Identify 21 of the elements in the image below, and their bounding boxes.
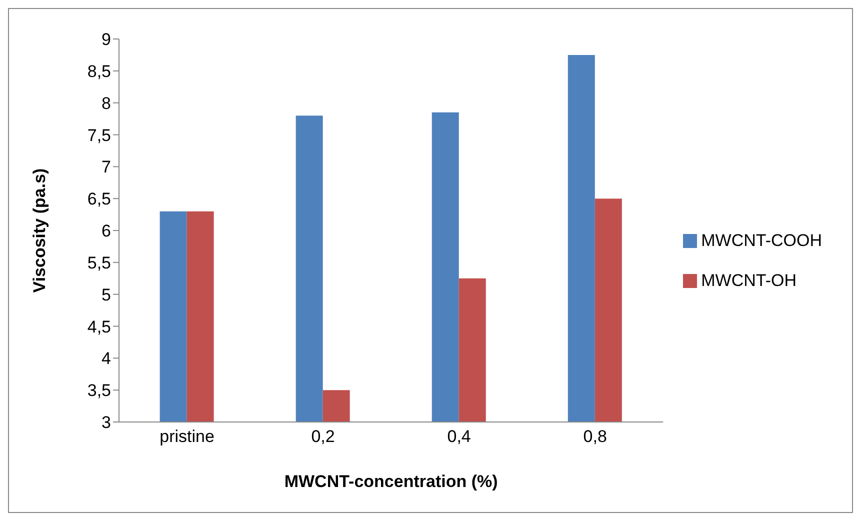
x-tick-label: 0,2: [311, 427, 335, 446]
y-tick-label: 4: [102, 349, 111, 368]
y-tick-label: 3,5: [87, 381, 111, 400]
y-tick-label: 4,5: [87, 317, 111, 336]
y-tick-label: 7,5: [87, 126, 111, 145]
y-tick-label: 3: [102, 413, 111, 432]
x-tick-label: pristine: [160, 427, 214, 446]
y-tick-label: 7: [102, 158, 111, 177]
x-tick-label: 0,8: [583, 427, 607, 446]
x-tick-label: 0,4: [447, 427, 471, 446]
y-tick-label: 5,5: [87, 253, 111, 272]
x-axis-title: MWCNT-concentration (%): [284, 472, 498, 491]
y-tick-label: 6,5: [87, 190, 111, 209]
y-axis-title: Viscosity (pa.s): [30, 168, 50, 293]
y-tick-label: 6: [102, 222, 111, 241]
legend-label: MWCNT-OH: [701, 270, 796, 290]
y-tick-label: 5: [102, 285, 111, 304]
legend-label: MWCNT-COOH: [701, 230, 822, 250]
y-tick-label: 9: [102, 30, 111, 50]
y-tick-label: 8,5: [87, 62, 111, 81]
y-tick-label: 8: [102, 94, 111, 113]
